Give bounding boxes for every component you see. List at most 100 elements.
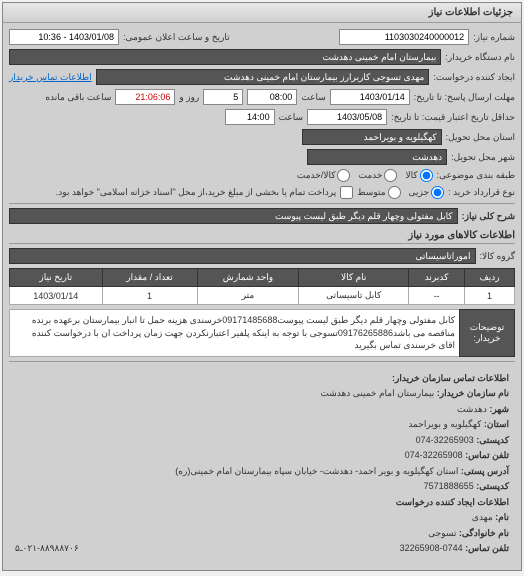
- contact-address-value: استان کهگیلویه و بویر احمد- دهدشت- خیابا…: [175, 466, 458, 476]
- radio-jozi-label: جزیی: [409, 187, 430, 198]
- radio-khedmat: خدمت: [358, 169, 397, 182]
- panel-body: شماره نیاز: تاریخ و ساعت اعلان عمومی: نا…: [3, 23, 521, 570]
- response-date-input[interactable]: [330, 89, 410, 105]
- radio-jozi-input[interactable]: [431, 186, 444, 199]
- contact-title: اطلاعات تماس سازمان خریدار:: [15, 372, 509, 386]
- radio-kala-label: کالا: [405, 170, 417, 181]
- goods-table: ردیف کدبرند نام کالا واحد شمارش تعداد / …: [9, 268, 515, 305]
- buyer-desc-wrapper: توضیحات خریدار: کابل مفتولی وچهار قلم دی…: [9, 309, 515, 357]
- province-input[interactable]: [302, 129, 442, 145]
- td-date: 1403/01/14: [10, 287, 103, 305]
- contact-name-value: مهدی: [472, 512, 493, 522]
- th-brand: کدبرند: [409, 269, 465, 287]
- contact-phone-value: 32265908-074: [405, 450, 463, 460]
- buyer-desc-table: توضیحات خریدار: کابل مفتولی وچهار قلم دی…: [9, 309, 515, 357]
- validity-deadline-label: حداقل تاریخ اعتبار قیمت: تا تاریخ:: [391, 112, 515, 123]
- buyer-device-input[interactable]: [9, 49, 441, 65]
- radio-khedmat-label: خدمت: [358, 170, 382, 181]
- contract-type-label: نوع قرارداد خرید :: [448, 187, 515, 198]
- contact-city: شهر: دهدشت: [15, 403, 509, 417]
- row-category: طبقه بندی موضوعی: کالا خدمت کالا/خدمت: [9, 169, 515, 182]
- city-label: شهر محل تحویل:: [451, 152, 515, 163]
- radio-khedmat-input[interactable]: [384, 169, 397, 182]
- contact-province-label: استان:: [484, 419, 509, 429]
- validity-date-input[interactable]: [307, 109, 387, 125]
- contact-org-value: بیمارستان امام خمینی دهدشت: [320, 388, 434, 398]
- contact-phone2-label: تلفن تماس:: [465, 543, 509, 553]
- contact-name: نام: مهدی: [15, 511, 509, 525]
- contact-address-label: آدرس پستی:: [461, 466, 509, 476]
- radio-kala-input[interactable]: [420, 169, 433, 182]
- response-remain-label: ساعت باقی مانده: [45, 92, 111, 103]
- radio-motavaset: متوسط: [357, 186, 400, 199]
- radio-kala: کالا: [405, 169, 432, 182]
- contact-address: آدرس پستی: استان کهگیلویه و بویر احمد- د…: [15, 465, 509, 479]
- validity-time-input[interactable]: [225, 109, 275, 125]
- row-request-creator: ایجاد کننده درخواست: اطلاعات تماس خریدار: [9, 69, 515, 85]
- contract-checkbox[interactable]: [340, 186, 353, 199]
- contact-postalbox-value: 7571888655: [424, 481, 474, 491]
- goods-group-input[interactable]: [9, 248, 476, 264]
- panel-header: جزئیات اطلاعات نیاز: [3, 3, 521, 23]
- table-header-row: ردیف کدبرند نام کالا واحد شمارش تعداد / …: [10, 269, 515, 287]
- request-number-input[interactable]: [339, 29, 469, 45]
- radio-jozi: جزیی: [409, 186, 445, 199]
- td-name: کابل تاسیساتی: [299, 287, 409, 305]
- buyer-desc-content: کابل مفتولی وچهار قلم دیگر طبق لیست پیوس…: [10, 310, 460, 357]
- radio-motavaset-label: متوسط: [357, 187, 385, 198]
- row-validity-deadline: حداقل تاریخ اعتبار قیمت: تا تاریخ: ساعت: [9, 109, 515, 125]
- public-date-label: تاریخ و ساعت اعلان عمومی:: [123, 32, 230, 43]
- th-unit: واحد شمارش: [197, 269, 299, 287]
- contact-province-value: کهگیلویه و بویراحمد: [408, 419, 481, 429]
- response-time-input[interactable]: [247, 89, 297, 105]
- contact-link[interactable]: اطلاعات تماس خریدار: [9, 72, 92, 83]
- row-response-deadline: مهلت ارسال پاسخ: تا تاریخ: ساعت روز و سا…: [9, 89, 515, 105]
- radio-both: کالا/خدمت: [297, 169, 351, 182]
- panel-title: جزئیات اطلاعات نیاز: [429, 7, 513, 18]
- td-brand: --: [409, 287, 465, 305]
- th-row: ردیف: [465, 269, 515, 287]
- contact-province: استان: کهگیلویه و بویراحمد: [15, 418, 509, 432]
- contact-postal-label: کدپستی:: [476, 435, 509, 445]
- td-unit: متر: [197, 287, 299, 305]
- request-number-label: شماره نیاز:: [473, 32, 515, 43]
- divider-1: [9, 203, 515, 204]
- contact-org: نام سازمان خریدار: بیمارستان امام خمینی …: [15, 387, 509, 401]
- response-days-label: روز و: [179, 92, 199, 103]
- buyer-device-label: نام دستگاه خریدار:: [445, 52, 515, 63]
- request-creator-input[interactable]: [96, 69, 430, 85]
- contact-lastname-label: نام خانوادگی:: [459, 528, 509, 538]
- contact-phone2-wrap: تلفن تماس: 0744-32265908: [400, 542, 509, 556]
- main-panel: جزئیات اطلاعات نیاز شماره نیاز: تاریخ و …: [2, 2, 522, 571]
- contact-lastname-value: تسوجی: [428, 528, 456, 538]
- response-days-input[interactable]: [203, 89, 243, 105]
- row-request-number: شماره نیاز: تاریخ و ساعت اعلان عمومی:: [9, 29, 515, 45]
- general-desc-input[interactable]: [9, 208, 458, 224]
- row-general-desc: شرح کلی نیاز:: [9, 208, 515, 224]
- td-qty: 1: [102, 287, 197, 305]
- public-date-input[interactable]: [9, 29, 119, 45]
- row-contract-type: نوع قرارداد خرید : جزیی متوسط پرداخت تما…: [9, 186, 515, 199]
- row-city: شهر محل تحویل:: [9, 149, 515, 165]
- response-remain-input[interactable]: [115, 89, 175, 105]
- contact-city-value: دهدشت: [457, 404, 487, 414]
- general-desc-label: شرح کلی نیاز:: [462, 211, 515, 222]
- response-time-label: ساعت: [301, 92, 326, 103]
- category-label: طبقه بندی موضوعی:: [437, 170, 515, 181]
- radio-motavaset-input[interactable]: [388, 186, 401, 199]
- contact-extra: ۰۲۱-۸۸۹۸۸۷۰۶ـ۵: [15, 542, 79, 556]
- row-goods-group: گروه کالا:: [9, 248, 515, 264]
- contact-city-label: شهر:: [489, 404, 509, 414]
- response-deadline-label: مهلت ارسال پاسخ: تا تاریخ:: [414, 92, 515, 103]
- contact-postalbox: کدپستی: 7571888655: [15, 480, 509, 494]
- city-input[interactable]: [307, 149, 447, 165]
- contact-postalbox-label: کدپستی:: [476, 481, 509, 491]
- category-radio-group: کالا خدمت کالا/خدمت: [297, 169, 433, 182]
- goods-section-title: اطلاعات کالاهای مورد نیاز: [9, 230, 515, 244]
- contact-lastname: نام خانوادگی: تسوجی: [15, 527, 509, 541]
- row-province: استان محل تحویل:: [9, 129, 515, 145]
- table-row[interactable]: 1 -- کابل تاسیساتی متر 1 1403/01/14: [10, 287, 515, 305]
- contact-phone2: تلفن تماس: 0744-32265908 ۰۲۱-۸۸۹۸۸۷۰۶ـ۵: [15, 542, 509, 556]
- row-buyer-device: نام دستگاه خریدار:: [9, 49, 515, 65]
- radio-both-input[interactable]: [337, 169, 350, 182]
